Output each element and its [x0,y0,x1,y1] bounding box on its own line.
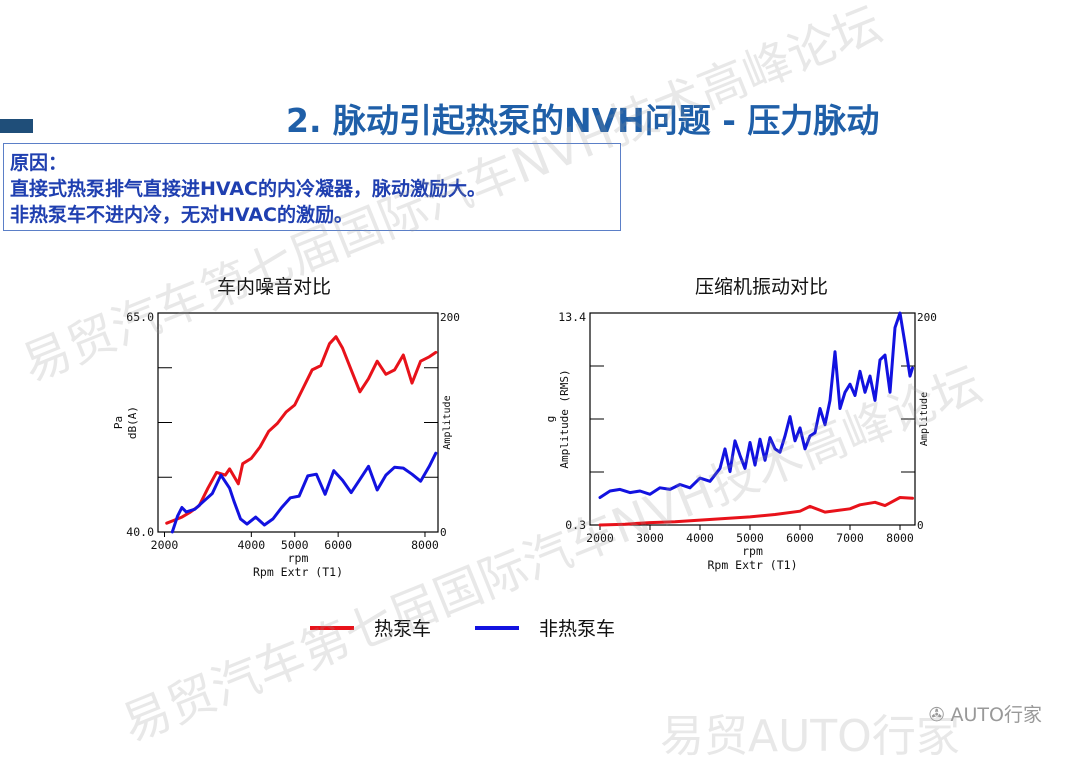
series-line-non-heat-pump [598,311,914,499]
reason-line-1: 直接式热泵排气直接进HVAC的内冷凝器，脉动激励大。 [10,178,486,200]
x-tick-label: 5000 [736,531,764,545]
legend: 热泵车 非热泵车 [310,614,710,644]
y2-axis-label: Amplitude [919,392,930,446]
legend-swatch-non-heat-pump [475,625,519,630]
series-line-heat-pump [598,496,914,527]
x-tick-label: 4000 [686,531,714,545]
reason-heading: 原因： [10,152,68,174]
x-tick-label: 6000 [324,538,352,552]
legend-swatch-heat-pump [310,625,354,630]
y2-axis-label: Amplitude [442,395,453,449]
brand-logo: ✇ AUTO行家 [929,700,1042,727]
series-line-heat-pump [165,335,438,525]
reason-box: 原因： 直接式热泵排气直接进HVAC的内冷凝器，脉动激励大。 非热泵车不进内冷，… [3,143,621,231]
series-line-non-heat-pump [170,451,438,534]
y-axis-unit: dB(A) [126,406,139,439]
chart-compressor-vibration: 2000 3000 4000 5000 6000 7000 800013.40.32000r… [544,310,937,572]
chart-title-compressor-vibration: 压缩机振动对比 [695,276,829,298]
y-bottom-label: 40.0 [126,525,154,539]
y-axis-label: Pa [112,416,125,429]
watermark-3: 易贸AUTO行家 [660,711,960,762]
x-tick-label: 8000 [886,531,914,545]
y2-top-label: 200 [917,311,937,324]
x-axis-label-2: Rpm Extr (T1) [253,565,343,579]
legend-item-non-heat-pump: 非热泵车 [475,614,615,641]
x-axis-label: rpm [742,544,763,558]
legend-item-heat-pump: 热泵车 [310,614,431,641]
x-tick-label: 2000 [151,538,179,552]
chart-title-cabin-noise: 车内噪音对比 [217,276,332,298]
y-axis-unit: Amplitude (RMS) [558,369,571,468]
plot-frame [589,312,916,526]
y-bottom-label: 0.3 [565,518,586,532]
reason-line-2: 非热泵车不进内冷，无对HVAC的激励。 [10,204,353,226]
y-top-label: 13.4 [558,310,586,324]
x-tick-label: 5000 [281,538,309,552]
x-tick-label: 8000 [411,538,439,552]
x-tick-label: 7000 [836,531,864,545]
y-axis-label: g [544,416,557,423]
x-axis-label-2: Rpm Extr (T1) [707,558,797,572]
x-tick-label: 6000 [786,531,814,545]
x-axis-label: rpm [288,551,309,565]
title-accent-bar [0,119,33,133]
slide-title: 2. 脉动引起热泵的NVH问题 - 压力脉动 [286,101,880,140]
plot-frame [157,312,439,533]
legend-label-heat-pump: 热泵车 [374,618,432,640]
wechat-icon: ✇ [928,704,951,726]
y2-bottom-label: 0 [917,519,924,532]
x-tick-label: 2000 [586,531,614,545]
y2-top-label: 200 [440,311,460,324]
legend-label-non-heat-pump: 非热泵车 [539,618,616,640]
x-tick-label: 3000 [636,531,664,545]
y2-bottom-label: 0 [440,526,447,539]
y-top-label: 65.0 [126,310,154,324]
brand-text: AUTO行家 [950,704,1042,726]
x-tick-label: 4000 [237,538,265,552]
